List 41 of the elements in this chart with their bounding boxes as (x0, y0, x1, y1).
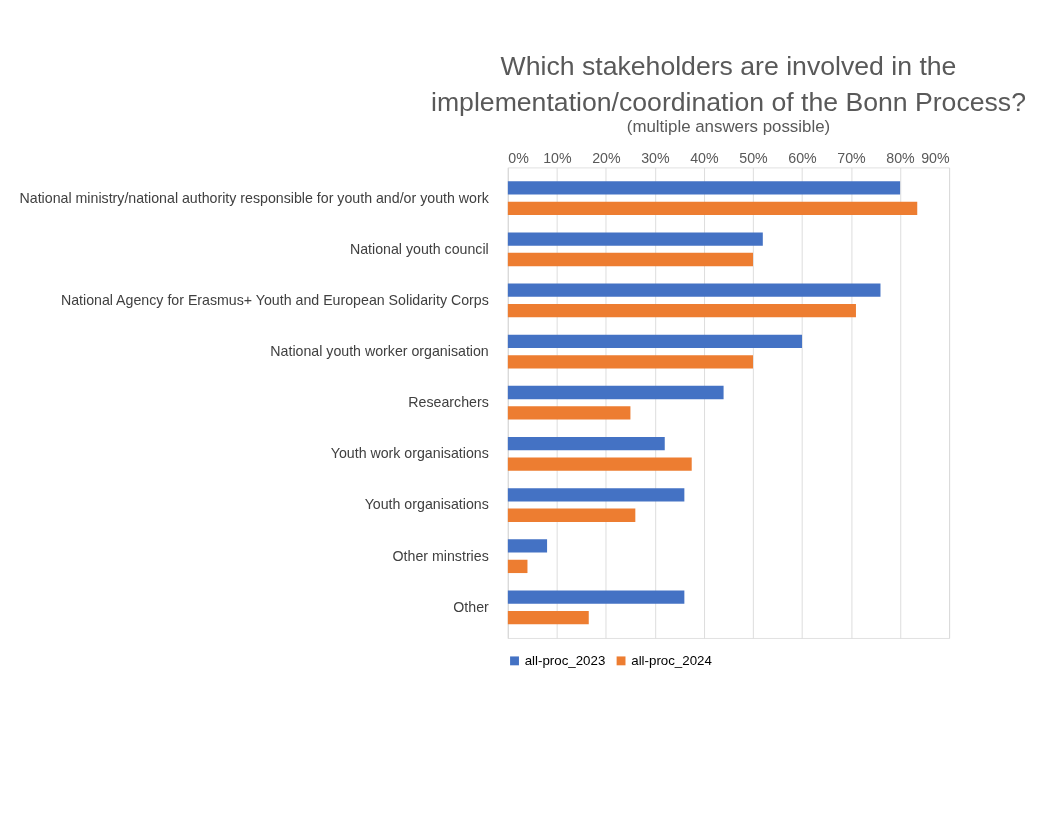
y-tick-label: National Agency for Erasmus+ Youth and European Solidarity Corps (60, 291, 489, 308)
chart-title: Which stakeholders are involved in the implementation/coordination of the Bonn Process? (431, 51, 1026, 117)
legend-label: all-proc_2023 (524, 653, 606, 669)
bar (507, 334, 803, 349)
bar (507, 181, 901, 195)
bar (507, 436, 665, 451)
x-tick-label: 20% (592, 150, 621, 167)
x-tick-label: 70% (837, 150, 867, 167)
y-tick-label: Youth work organisations (330, 445, 489, 462)
bar (507, 539, 548, 553)
x-tick-label: 30% (641, 150, 670, 167)
bar (507, 488, 685, 502)
y-tick-label: Researchers (408, 394, 489, 411)
x-tick-label: 10% (543, 150, 572, 167)
bar (507, 355, 753, 369)
chart-subtitle: (multiple answers possible) (626, 116, 831, 136)
y-tick-label: Other (453, 598, 490, 615)
x-tick-label: 40% (690, 150, 719, 167)
y-tick-label: National ministry/national authority responsible for youth and/or youth work (19, 189, 490, 206)
y-tick-label: National youth worker organisation (270, 343, 489, 360)
bar (507, 406, 631, 420)
y-tick-label: Other minstries (392, 547, 489, 564)
bar (507, 508, 636, 522)
bar (507, 590, 685, 604)
x-tick-label: 0% (508, 150, 530, 167)
bar (507, 201, 918, 216)
bar (507, 252, 753, 267)
x-tick-label: 50% (739, 150, 769, 167)
bar (507, 232, 763, 246)
bar (507, 559, 528, 574)
bar (507, 304, 856, 318)
bar (507, 385, 724, 400)
y-tick-label: Youth organisations (364, 496, 489, 513)
bar (507, 457, 692, 471)
x-tick-label: 60% (788, 150, 818, 167)
legend-label: all-proc_2024 (631, 653, 712, 669)
bar (507, 283, 881, 297)
x-tick-label: 80% (886, 150, 916, 167)
bar (507, 610, 589, 625)
x-tick-label: 90% (921, 150, 950, 167)
y-tick-label: National youth council (349, 240, 489, 257)
